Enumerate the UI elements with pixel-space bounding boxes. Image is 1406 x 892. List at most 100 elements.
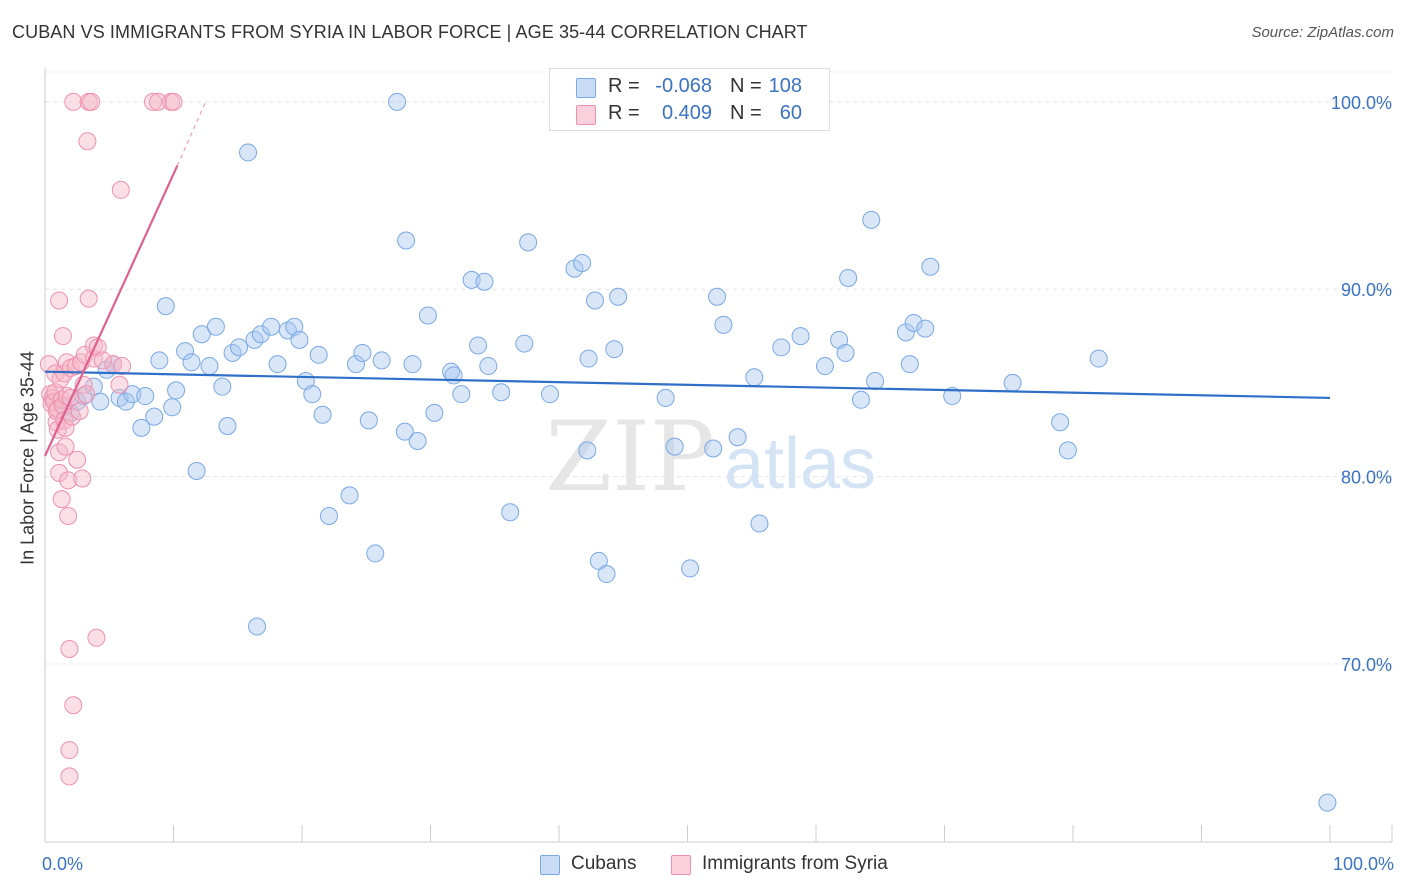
cubans-point [268, 355, 287, 374]
legend-label-syria: Immigrants from Syria [702, 853, 888, 874]
x-tick-label: 0.0% [42, 854, 83, 874]
cubans-trend-line [44, 370, 1331, 400]
cubans-point [921, 257, 940, 276]
cubans-point [309, 345, 328, 364]
syria-point [79, 289, 98, 308]
watermark: ZIP atlas [545, 401, 876, 513]
watermark-atlas: atlas [724, 424, 876, 504]
cubans-point [862, 210, 881, 229]
legend-r-label: R = [608, 75, 640, 97]
syria-point [78, 132, 97, 151]
cubans-point [262, 317, 281, 336]
cubans-point [167, 381, 186, 400]
cubans-point [916, 319, 935, 338]
cubans-point [136, 387, 155, 406]
cubans-point [896, 323, 915, 342]
cubans-point [156, 297, 175, 316]
cubans-point [900, 355, 919, 374]
syria-series [39, 92, 183, 786]
source-credit: Source: ZipAtlas.com [1251, 24, 1394, 41]
cubans-point [866, 372, 885, 391]
syria-point [93, 351, 112, 370]
syria-point [113, 357, 132, 376]
cubans-point [745, 368, 764, 387]
cubans-point [182, 353, 201, 372]
syria-trend-extension [176, 101, 207, 166]
cubans-point [1003, 373, 1022, 392]
x-tick-label: 100.0% [1333, 854, 1394, 874]
cubans-point [830, 330, 849, 349]
syria-point [59, 471, 78, 490]
cubans-point [904, 313, 923, 332]
cubans-point [397, 231, 416, 250]
syria-point [64, 92, 83, 111]
cubans-point [750, 514, 769, 533]
cubans-point [851, 390, 870, 409]
syria-point [59, 506, 78, 525]
cubans-point [597, 565, 616, 584]
correlation-legend: R = -0.068 N = 108 R = 0.409 N = 60 [549, 68, 830, 131]
legend-n-value: 60 [779, 102, 802, 124]
cubans-point [145, 407, 164, 426]
legend-r-label: R = [608, 102, 640, 124]
legend-n-label: N = [730, 102, 762, 124]
syria-trend-line [43, 165, 179, 457]
cubans-point [176, 342, 195, 361]
cubans-point [230, 338, 249, 357]
y-tick-label: 90.0% [1341, 280, 1392, 300]
cubans-point [605, 340, 624, 359]
cubans-point [772, 338, 791, 357]
syria-point [60, 767, 79, 786]
cubans-point [239, 143, 258, 162]
legend-row-syria: R = 0.409 N = 60 [550, 101, 829, 129]
legend-swatch-syria [671, 855, 691, 875]
cubans-point [943, 387, 962, 406]
cubans-point [714, 315, 733, 334]
legend-swatch-cubans [576, 78, 596, 98]
cubans-point [475, 272, 494, 291]
cubans-point [132, 418, 151, 437]
cubans-point [728, 428, 747, 447]
syria-point [82, 92, 101, 111]
syria-point [70, 402, 89, 421]
cubans-point [1058, 441, 1077, 460]
cubans-point [395, 422, 414, 441]
cubans-point [91, 392, 110, 411]
syria-point [56, 437, 75, 456]
syria-point [50, 463, 69, 482]
cubans-point [573, 254, 592, 272]
cubans-point [251, 325, 270, 344]
cubans-point [200, 357, 219, 376]
legend-n-label: N = [730, 75, 762, 97]
cubans-point [585, 291, 604, 310]
cubans-point [1318, 793, 1337, 812]
legend-r-value: 0.409 [661, 102, 712, 124]
syria-point [52, 490, 71, 509]
syria-point [164, 92, 183, 111]
syria-point [60, 640, 79, 658]
cubans-point [213, 377, 232, 396]
y-tick-label: 80.0% [1341, 468, 1392, 488]
y-tick-label: 70.0% [1341, 655, 1392, 675]
chart-title: CUBAN VS IMMIGRANTS FROM SYRIA IN LABOR … [12, 22, 808, 42]
cubans-point [340, 486, 359, 505]
cubans-point [815, 357, 834, 376]
syria-point [110, 375, 129, 394]
cubans-point [359, 411, 378, 430]
syria-point [143, 92, 162, 111]
trend-lines [43, 101, 1331, 457]
legend-label-cubans: Cubans [571, 853, 637, 874]
cubans-point [346, 355, 365, 374]
syria-point [68, 450, 87, 469]
cubans-point [656, 388, 675, 407]
syria-point [111, 180, 130, 199]
legend-row-cubans: R = -0.068 N = 108 [550, 74, 829, 102]
cubans-point [836, 343, 855, 362]
cubans-point [609, 287, 628, 306]
cubans-point [418, 306, 437, 325]
cubans-point [519, 233, 538, 252]
cubans-point [1051, 413, 1070, 432]
cubans-point [403, 355, 422, 374]
cubans-point [578, 441, 597, 460]
